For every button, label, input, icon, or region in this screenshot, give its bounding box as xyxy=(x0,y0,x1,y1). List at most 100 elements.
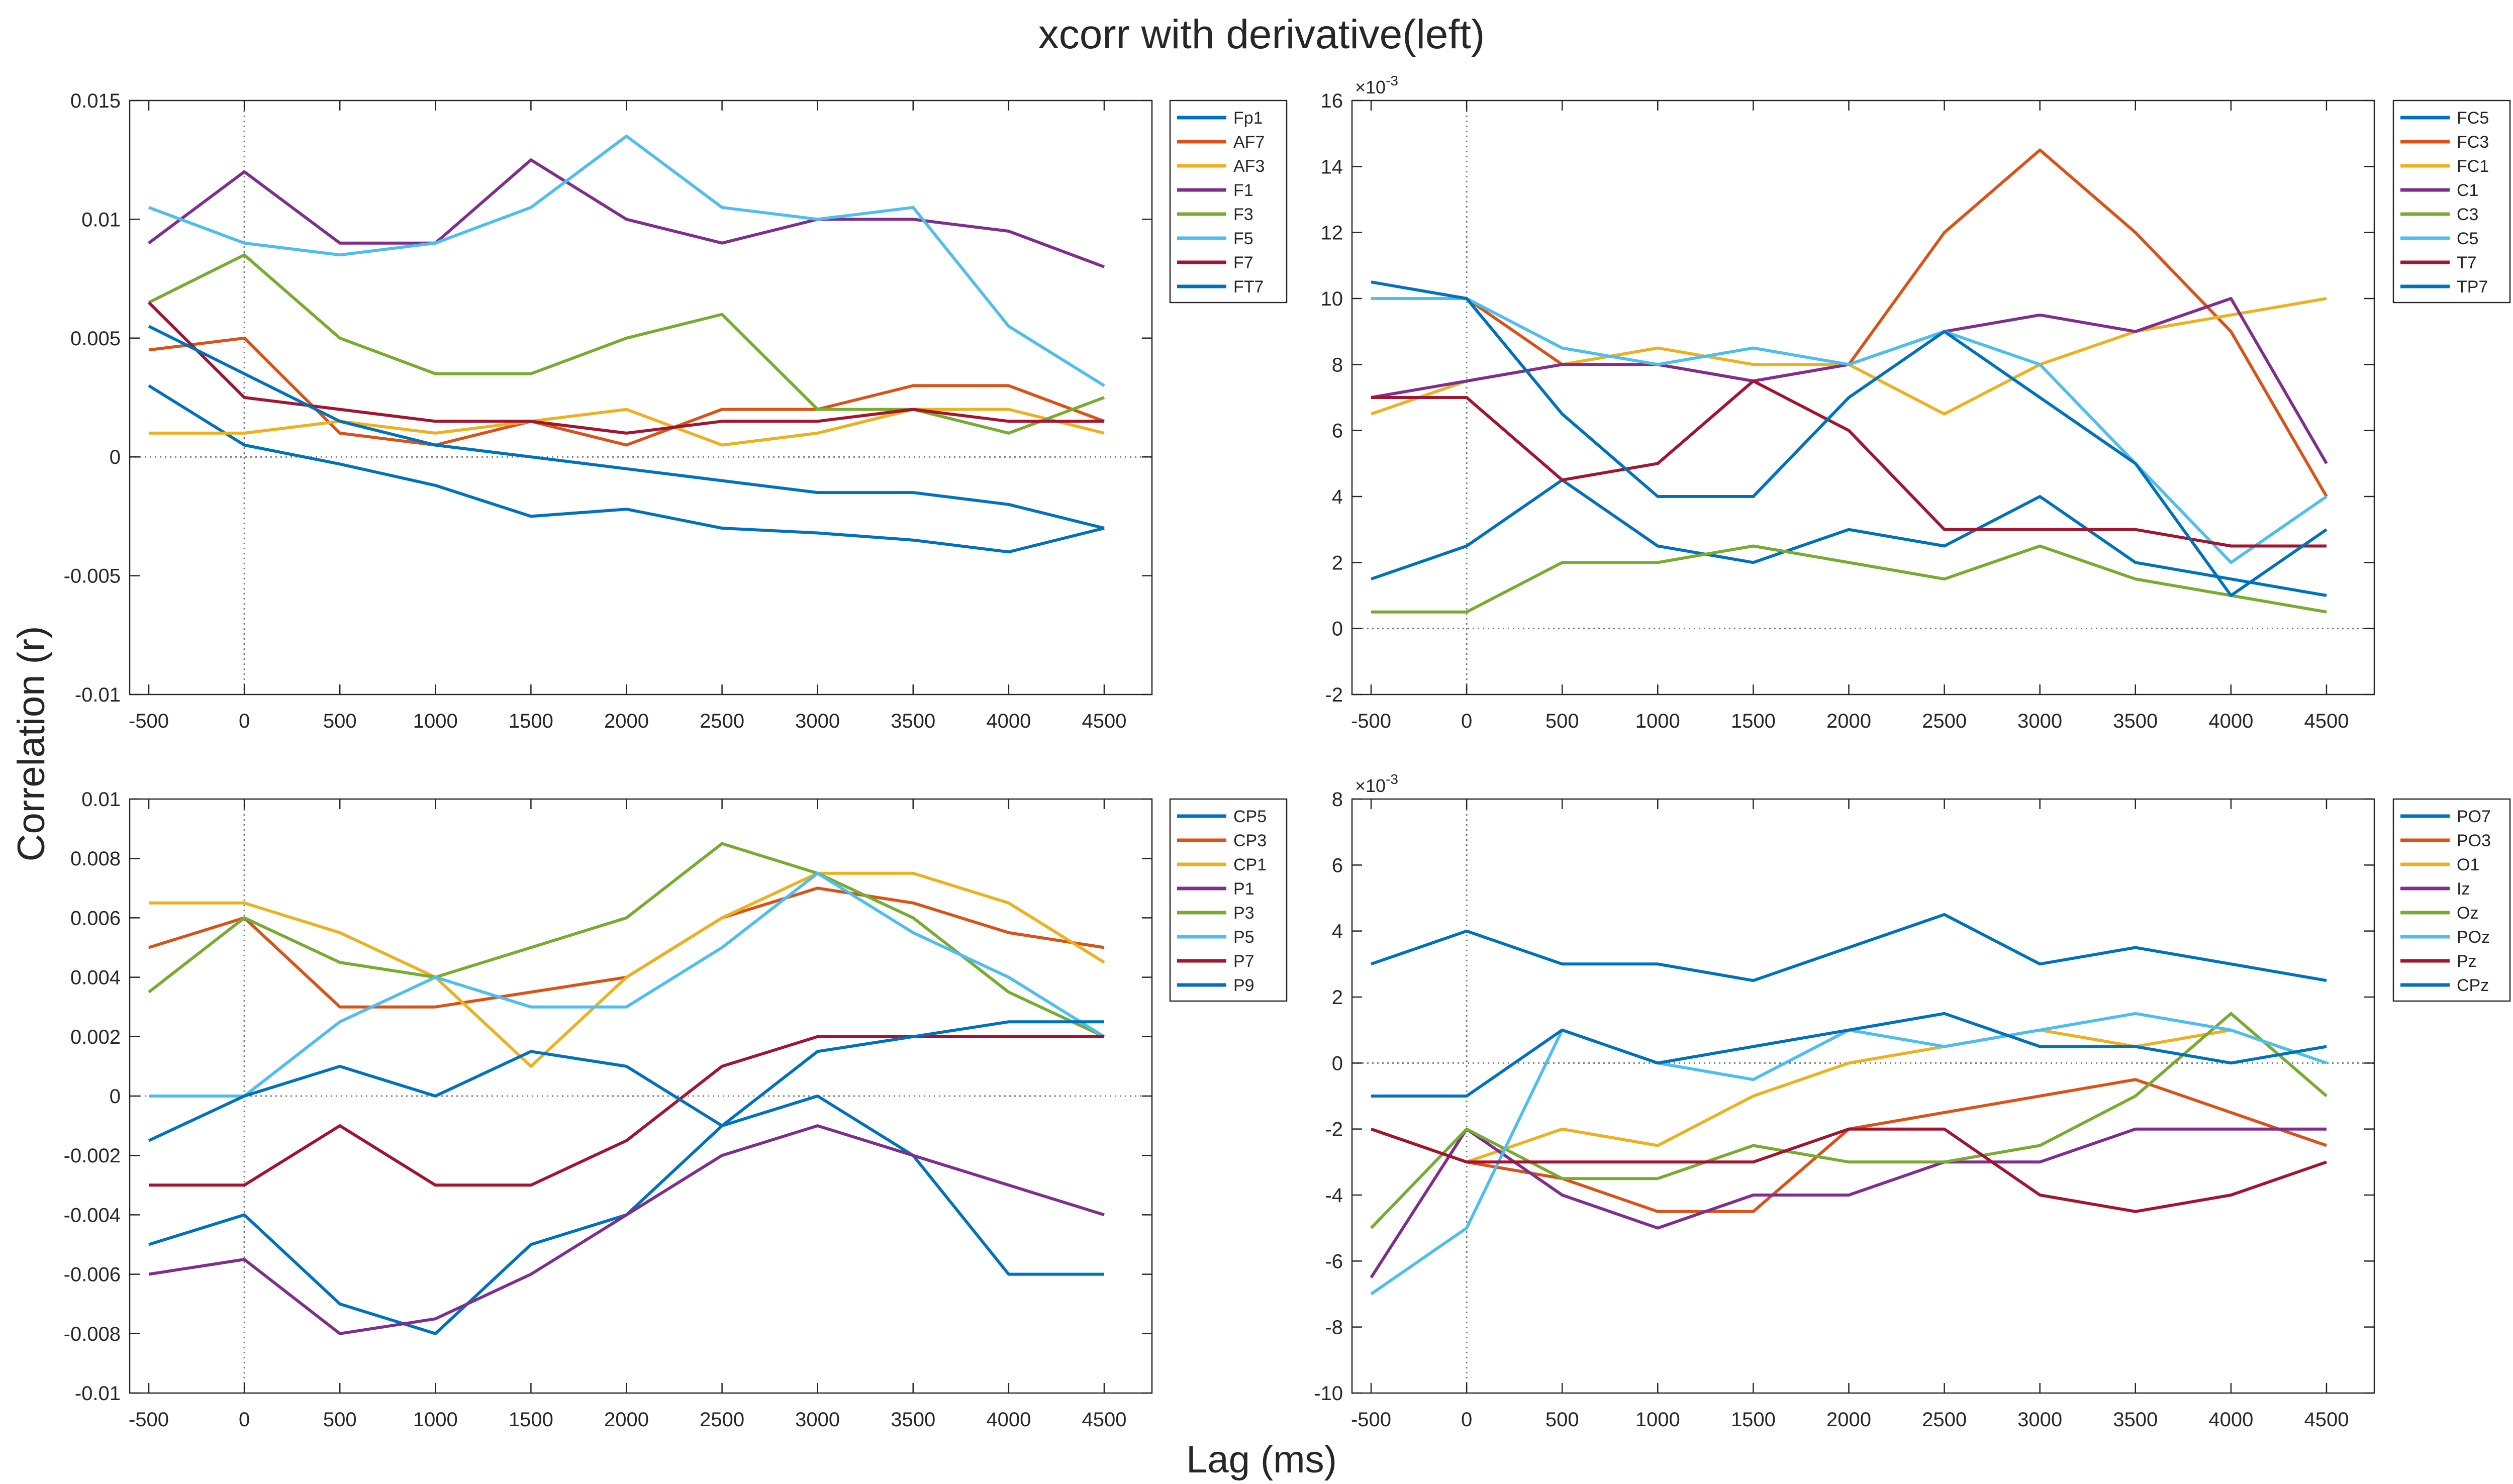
x-tick-label: 3000 xyxy=(795,710,840,732)
panels: -500 0 500 1000 1500 2000 2500 3000 3500 4000 4500… xyxy=(64,73,2511,1431)
x-tick-label: -500 xyxy=(1351,1409,1391,1431)
panel-bottom-right: -500 0 500 1000 1500 2000 2500 3000 3500 4000 4500… xyxy=(1314,771,2511,1431)
x-tick-label: 4000 xyxy=(986,1409,1031,1431)
x-tick-label: 0 xyxy=(1461,710,1472,732)
y-tick-label: -0.008 xyxy=(64,1323,121,1345)
legend-box xyxy=(1169,100,1288,304)
legend-label: P1 xyxy=(1233,879,1254,899)
x-tick-label: 2500 xyxy=(700,710,744,732)
y-tick-label: -0.01 xyxy=(75,1382,121,1405)
y-tick-label: 0.015 xyxy=(70,90,121,112)
x-tick-label: 1500 xyxy=(1731,710,1776,732)
plot-area xyxy=(130,101,1152,695)
y-tick-label: -0.002 xyxy=(64,1145,121,1167)
plot-area xyxy=(130,799,1152,1393)
legend-label: CPz xyxy=(2457,976,2489,995)
x-tick-label: 2000 xyxy=(604,710,649,732)
x-axis-label: Lag (ms) xyxy=(1186,1438,1337,1481)
x-tick-label: 3500 xyxy=(891,710,935,732)
x-tick-label: 500 xyxy=(1545,1409,1579,1431)
y-tick-label: -0.005 xyxy=(64,565,121,587)
series-line-P5 xyxy=(149,871,1105,1098)
plot-area xyxy=(1352,799,2374,1393)
legend-label: F7 xyxy=(1233,253,1253,272)
axes-box xyxy=(1351,100,2375,696)
y-tick-label: 0 xyxy=(110,446,121,468)
legend-label: CP1 xyxy=(1233,855,1267,874)
legend-label: Oz xyxy=(2457,904,2478,923)
x-tick-label: 1500 xyxy=(509,710,553,732)
legend-label: FT7 xyxy=(1233,277,1264,296)
legend-label: P5 xyxy=(1233,928,1254,947)
x-tick-label: 2000 xyxy=(1826,710,1871,732)
legend-label: F5 xyxy=(1233,229,1253,248)
y-tick-label: -0.01 xyxy=(75,684,121,706)
y-tick-label: 0.002 xyxy=(70,1026,121,1048)
y-tick-label: 16 xyxy=(1321,90,1343,112)
legend-label: P3 xyxy=(1233,904,1254,923)
x-tick-label: 0 xyxy=(239,710,250,732)
y-tick-label: -10 xyxy=(1314,1382,1343,1405)
x-tick-label: 4000 xyxy=(2208,1409,2253,1431)
x-tick-label: 1500 xyxy=(509,1409,553,1431)
series-line-C5 xyxy=(1371,297,2328,564)
y-tick-label: -2 xyxy=(1325,1119,1343,1141)
legend-label: FC1 xyxy=(2457,157,2489,176)
figure-title: xcorr with derivative(left) xyxy=(1038,12,1485,57)
x-tick-label: -500 xyxy=(129,1409,169,1431)
y-tick-label: 2 xyxy=(1332,986,1343,1009)
legend-label: FC3 xyxy=(2457,133,2489,152)
series-line-F3 xyxy=(148,253,1105,435)
x-tick-label: 2000 xyxy=(1826,1409,1871,1431)
y-tick-label: 8 xyxy=(1332,788,1343,811)
legend: FC5 FC3 FC1 C1 C3 C5 T7 TP7 xyxy=(2392,100,2511,304)
x-tick-label: 3500 xyxy=(2113,710,2158,732)
y-tick-label: 12 xyxy=(1321,222,1343,244)
y-exponent-label: ×10-3 xyxy=(1355,73,1398,97)
series-line-TP7 xyxy=(1371,280,2328,597)
y-tick-label: -4 xyxy=(1325,1184,1343,1207)
x-tick-label: 1000 xyxy=(1635,710,1680,732)
legend-box xyxy=(2392,798,2511,1002)
y-tick-label: 4 xyxy=(1332,486,1343,508)
x-tick-label: 2500 xyxy=(1922,1409,1967,1431)
legend: CP5 CP3 CP1 P1 P3 P5 P7 P9 xyxy=(1169,798,1288,1002)
x-tick-label: 4500 xyxy=(2304,1409,2349,1431)
x-tick-label: 4500 xyxy=(1082,1409,1126,1431)
y-tick-label: 10 xyxy=(1321,288,1343,310)
legend-label: C5 xyxy=(2457,229,2478,248)
x-tick-label: 4000 xyxy=(986,710,1031,732)
series-line-FC5 xyxy=(1371,478,2327,597)
series-line-CP1 xyxy=(149,871,1105,1068)
y-tick-label: 6 xyxy=(1332,420,1343,442)
legend-label: F3 xyxy=(1233,205,1253,224)
legend-label: O1 xyxy=(2457,855,2479,874)
x-tick-label: 1000 xyxy=(413,710,458,732)
panel-top-right: -500 0 500 1000 1500 2000 2500 3000 3500 4000 4500… xyxy=(1321,73,2511,732)
series-line-P3 xyxy=(148,842,1105,1038)
legend-label: Iz xyxy=(2457,879,2470,899)
y-tick-label: 0.004 xyxy=(70,967,121,989)
y-tick-label: 14 xyxy=(1321,156,1343,178)
series-line-F1 xyxy=(148,158,1105,268)
y-tick-label: 0 xyxy=(1332,618,1343,640)
series-line-O1 xyxy=(1371,1028,2327,1164)
y-tick-label: 0.01 xyxy=(81,209,121,231)
y-tick-label: -0.006 xyxy=(64,1264,121,1286)
x-tick-label: 0 xyxy=(1461,1409,1472,1431)
series-line-FT7 xyxy=(148,325,1105,530)
series-line-Pz xyxy=(1371,1127,2327,1213)
series-line-Fp1 xyxy=(148,384,1105,554)
legend-label: P9 xyxy=(1233,976,1254,995)
y-tick-label: 0 xyxy=(110,1085,121,1108)
y-tick-label: 8 xyxy=(1332,354,1343,376)
x-tick-label: 2500 xyxy=(700,1409,744,1431)
x-tick-label: 4500 xyxy=(2304,710,2349,732)
legend-box xyxy=(1169,798,1288,1002)
legend-label: TP7 xyxy=(2457,277,2488,296)
x-tick-label: 500 xyxy=(323,1409,357,1431)
plot-area xyxy=(1352,101,2374,695)
legend-label: AF7 xyxy=(1233,133,1265,152)
x-tick-label: 2000 xyxy=(604,1409,649,1431)
